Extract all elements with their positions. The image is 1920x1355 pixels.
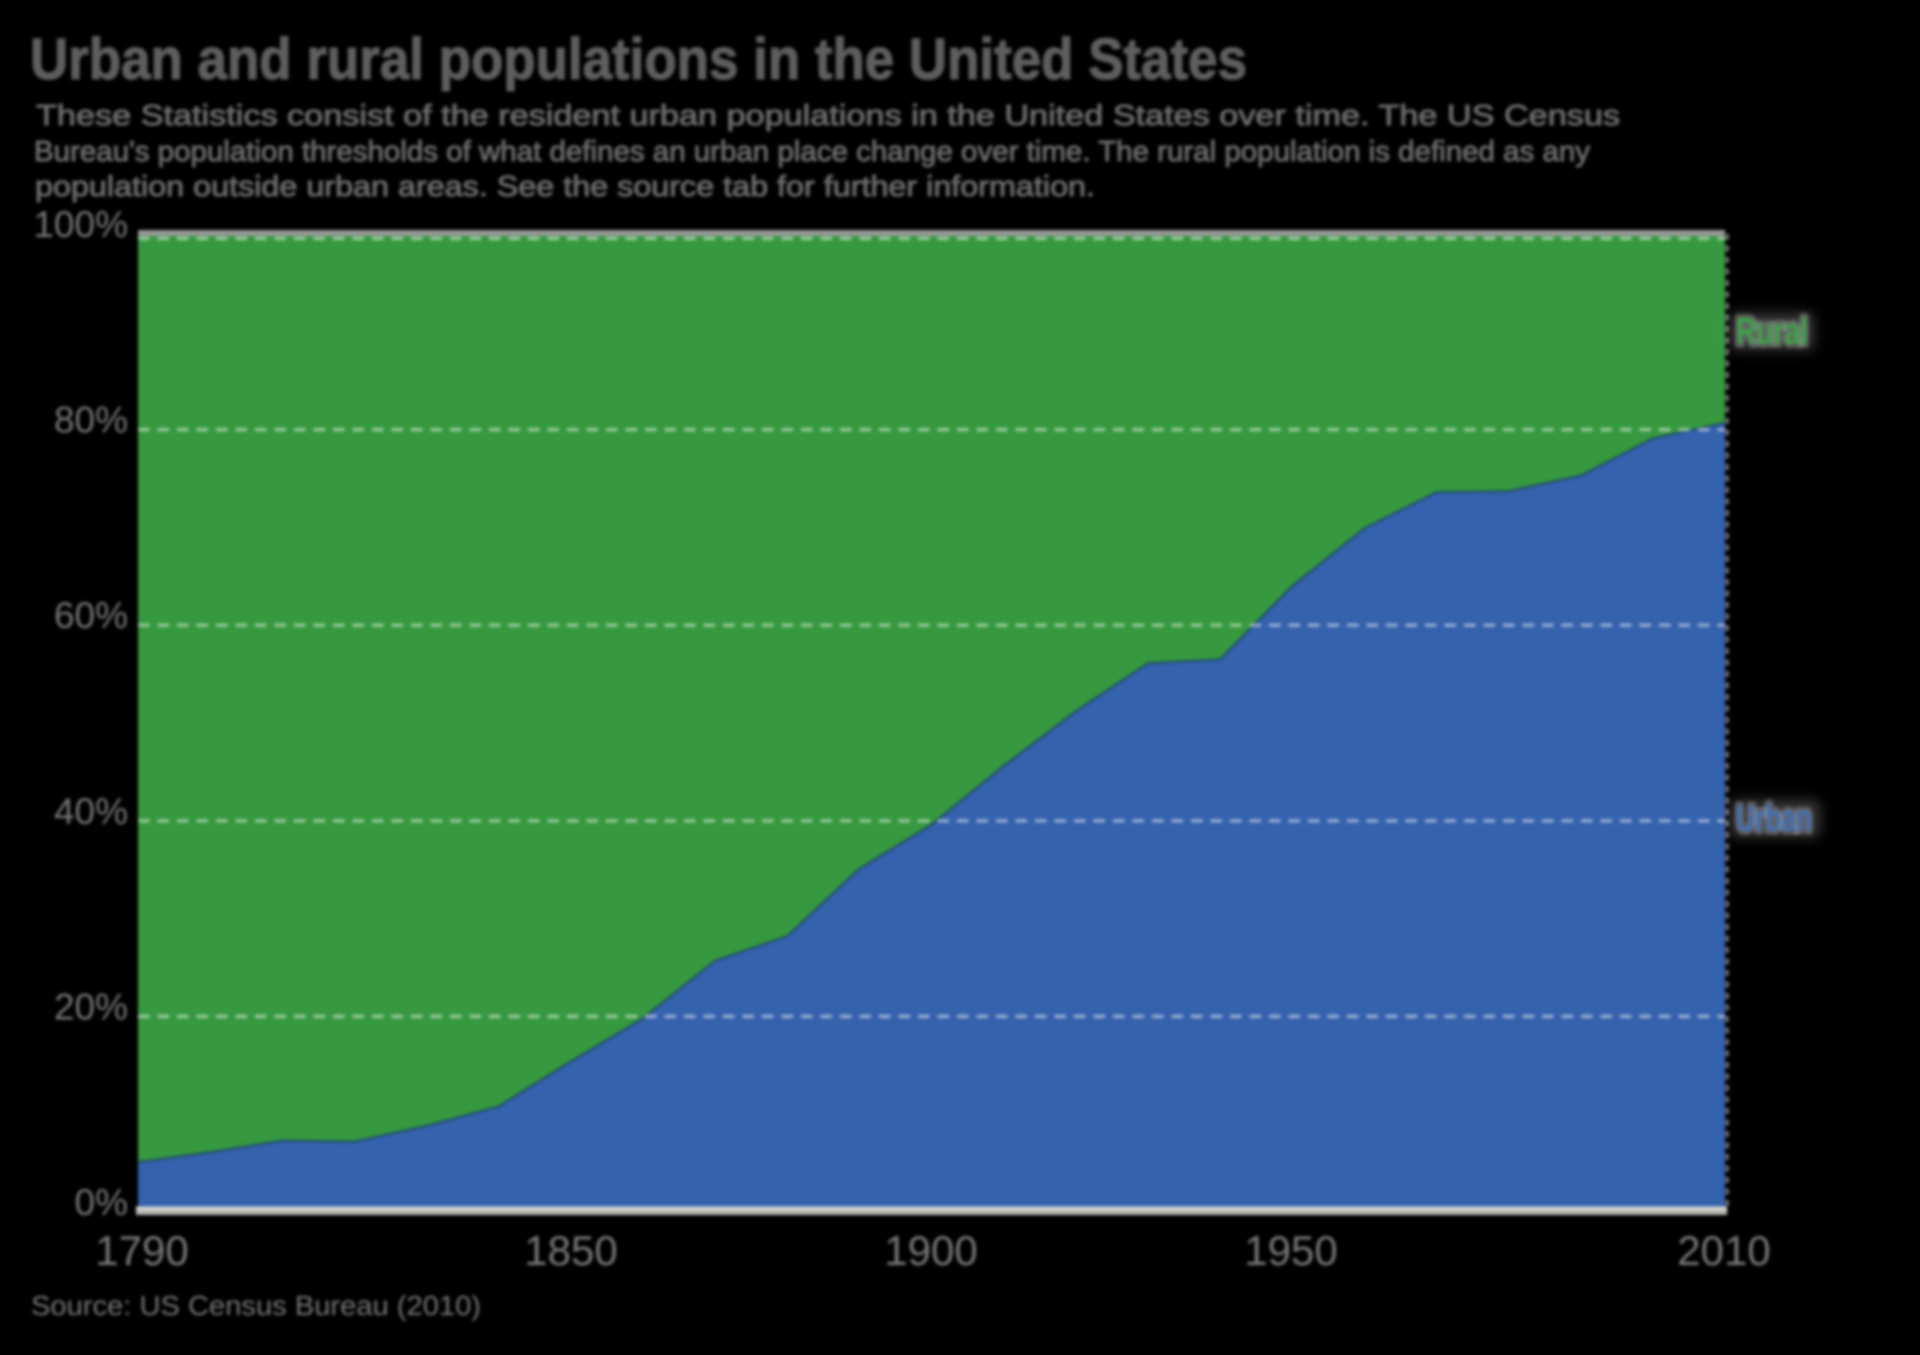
svg-text:Urban and rural populations in: Urban and rural populations in the Unite… — [30, 27, 1247, 92]
svg-text:Source: US Census Bureau (2010: Source: US Census Bureau (2010) — [31, 1290, 481, 1321]
svg-text:100%: 100% — [33, 204, 128, 245]
svg-text:Rural: Rural — [1736, 311, 1808, 353]
svg-text:1850: 1850 — [524, 1227, 617, 1274]
svg-text:40%: 40% — [54, 791, 128, 832]
svg-text:population outside urban areas: population outside urban areas. See the … — [35, 171, 1095, 203]
svg-text:0%: 0% — [75, 1182, 128, 1223]
svg-text:Urban: Urban — [1736, 798, 1812, 840]
svg-text:2010: 2010 — [1677, 1227, 1770, 1274]
svg-text:1900: 1900 — [884, 1227, 977, 1274]
svg-text:Bureau's population thresholds: Bureau's population thresholds of what d… — [34, 136, 1591, 168]
svg-text:1950: 1950 — [1244, 1227, 1337, 1274]
svg-text:20%: 20% — [54, 986, 128, 1027]
svg-text:60%: 60% — [54, 595, 128, 636]
svg-text:80%: 80% — [54, 400, 128, 441]
svg-text:1790: 1790 — [95, 1227, 188, 1274]
svg-text:These Statistics consist of th: These Statistics consist of the resident… — [36, 100, 1620, 132]
